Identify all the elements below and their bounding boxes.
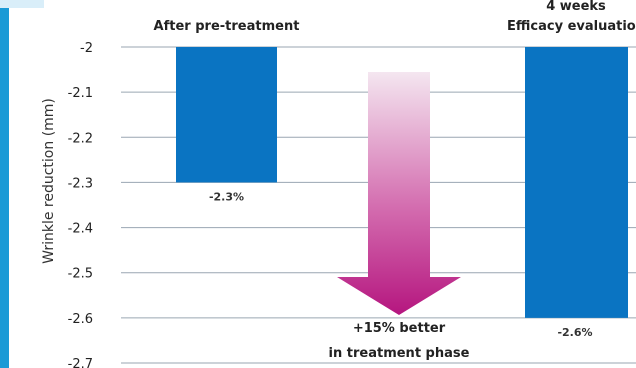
bars — [176, 47, 628, 318]
category-label: After pre-treatment — [154, 19, 300, 34]
category-labels: After pre-treatment 4 weeks Efficacy evalu… — [154, 0, 636, 34]
bar — [176, 47, 277, 183]
bar — [525, 47, 628, 318]
y-axis-title: Wrinkle reduction (mm) — [41, 98, 57, 264]
data-labels: -2.3% -2.6% — [209, 190, 593, 338]
y-tick-label: -2.2 — [68, 131, 93, 146]
annotation-line-2: in treatment phase — [329, 346, 470, 361]
data-label: -2.6% — [557, 326, 592, 339]
y-tick-label: -2.5 — [68, 267, 93, 282]
annotation-line-1: +15% better — [353, 321, 446, 336]
y-tick-label: -2.7 — [68, 357, 93, 368]
data-label: -2.3% — [209, 190, 244, 203]
category-label: Efficacy evaluation — [507, 19, 636, 34]
y-tick-labels: -2 -2.1 -2.2 -2.3 -2.4 -2.5 -2.6 -2.7 — [68, 41, 93, 368]
y-tick-label: -2.4 — [68, 222, 93, 237]
improvement-arrow — [337, 72, 461, 315]
y-tick-label: -2.1 — [68, 86, 93, 101]
y-tick-label: -2.6 — [68, 312, 93, 327]
y-tick-label: -2.3 — [68, 176, 93, 191]
corner-decoration — [0, 0, 44, 8]
category-label: 4 weeks — [546, 0, 606, 14]
left-accent-stripe — [0, 0, 9, 368]
y-tick-label: -2 — [80, 41, 93, 56]
